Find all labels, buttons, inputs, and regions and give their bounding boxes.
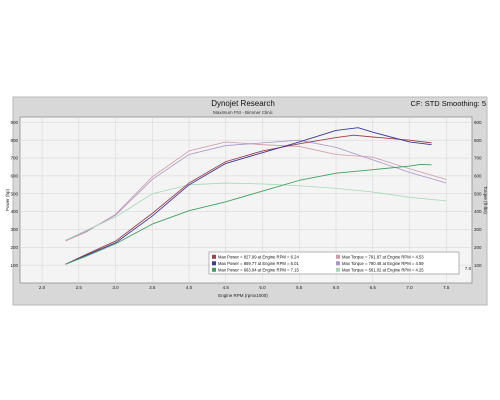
chart-subtitle: Maximum PSI - Bimmer Clinic [213,110,274,115]
y-tick-label-left: 300 [10,227,18,232]
x-tick-label: 6.0 [333,285,340,290]
torque-curve-3 [65,141,447,242]
correction-label: CF: STD Smoothing: 5 [411,99,486,108]
legend-swatch [336,254,340,259]
x-tick-label: 5.0 [259,285,266,290]
x-tick-label: 3.5 [149,285,156,290]
y-tick-label-right: 500 [474,191,482,196]
y-tick-label-right: 400 [474,209,482,214]
y-tick-label-left: 100 [10,263,18,268]
x-tick-label: 6.5 [370,285,377,290]
y-tick-label-right: 100 [474,263,482,268]
x-tick-label: 4.5 [223,285,230,290]
legend-entry-power: Max Power = 869.77 at Engine RPM = 6.01 [218,261,299,266]
torque-curve-5 [65,182,447,241]
power-curve-1 [65,127,432,265]
y-tick-label-right: 900 [474,120,482,125]
y-tick-label-left: 700 [10,156,18,161]
y-tick-label-left: 900 [10,120,18,125]
y-tick-label-left: 800 [10,138,18,143]
corner-label: 7.8 [465,266,472,271]
legend-entry-torque: Max Torque = 791.87 at Engine RPM = 4.53 [342,255,424,260]
legend-swatch [336,261,340,266]
x-tick-label: 7.5 [443,285,450,290]
y-tick-label-left: 400 [10,209,18,214]
power-curve-2 [65,164,432,265]
y-tick-label-right: 200 [474,245,482,250]
x-tick-label: 5.5 [296,285,303,290]
y-tick-label-right: 700 [474,156,482,161]
chart-title: Dynojet Research [211,99,275,108]
y-axis-label-left: Power (hp) [5,188,10,211]
y-tick-label-left: 600 [10,174,18,179]
x-tick-label: 2.5 [76,285,83,290]
x-axis-label: Engine RPM (rpmx1000) [218,293,268,298]
legend-entry-torque: Max Torque = 790.48 at Engine RPM = 4.59 [342,261,424,266]
legend-entry-torque: Max Torque = 561.02 at Engine RPM = 4.25 [342,268,424,273]
x-tick-label: 4.0 [186,285,193,290]
y-tick-label-left: 500 [10,191,18,196]
y-tick-label-right: 300 [474,227,482,232]
legend-box [208,251,460,275]
legend-entry-power: Max Power = 663.94 at Engine RPM = 7.15 [218,268,299,273]
power-curve-0 [65,134,432,265]
y-tick-label-left: 200 [10,245,18,250]
x-tick-label: 7.0 [406,285,413,290]
legend-entry-power: Max Power = 827.99 at Engine RPM = 6.24 [218,255,299,260]
x-tick-label: 3.0 [112,285,119,290]
torque-curve-4 [65,139,447,241]
y-tick-label-right: 600 [474,174,482,179]
legend: Max Power = 827.99 at Engine RPM = 6.24 M… [208,251,460,275]
legend-swatch [212,254,216,259]
y-tick-label-right: 800 [474,138,482,143]
legend-swatch [336,267,340,272]
legend-swatch [212,261,216,266]
y-axis-label-right: Torque (ft-lbs) [483,186,488,214]
x-tick-label: 2.0 [39,285,46,290]
legend-swatch [212,267,216,272]
